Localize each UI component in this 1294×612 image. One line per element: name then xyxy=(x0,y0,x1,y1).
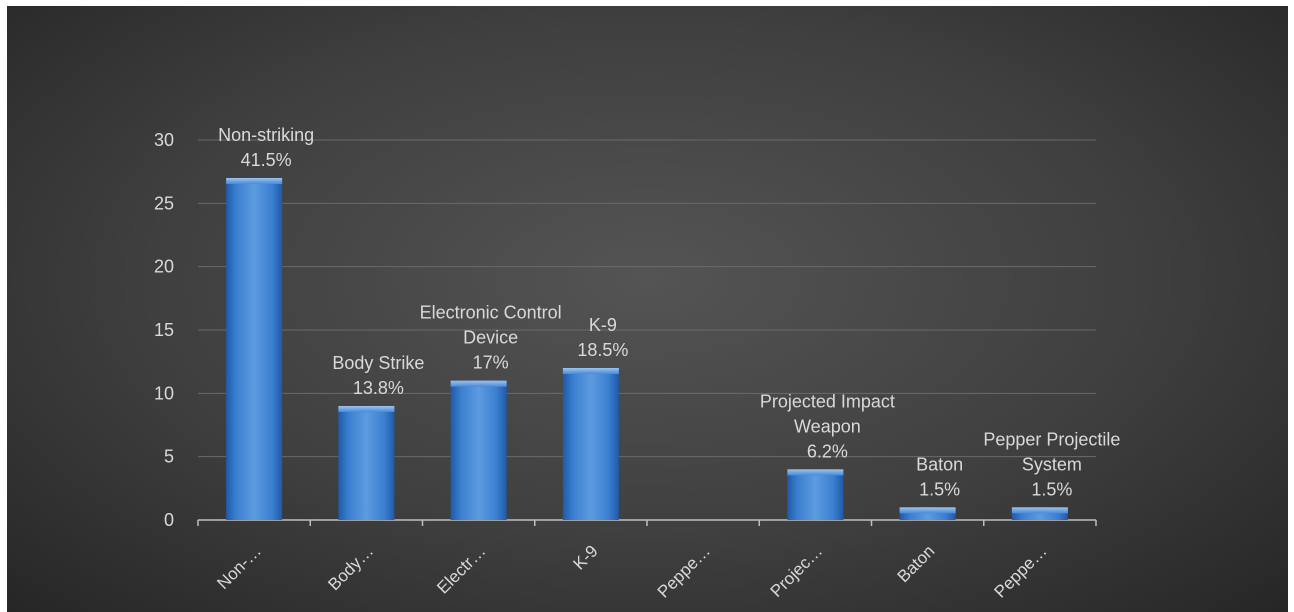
data-label-line: 18.5% xyxy=(577,340,628,360)
axes: 0 5 10 15 20 25 30 Non-… Body… Electr… K-9 Peppe… Pr… xyxy=(154,130,1097,602)
bar-cap xyxy=(226,178,283,184)
data-label-line: Projected Impact xyxy=(760,391,895,411)
x-category-label: Non-… xyxy=(213,541,265,593)
data-label-line: Pepper Projectile xyxy=(983,429,1120,449)
data-label-line: K-9 xyxy=(589,315,617,335)
bar-chart: 0 5 10 15 20 25 30 Non-… Body… Electr… K-9 Peppe… Pr… xyxy=(154,125,1120,602)
data-label-line: Body Strike xyxy=(332,353,424,373)
bar-body xyxy=(338,406,395,520)
data-label-line: 41.5% xyxy=(241,150,292,170)
bar xyxy=(899,507,956,520)
x-category-label: Electr… xyxy=(433,541,489,597)
data-label-line: Non-striking xyxy=(218,125,314,145)
bar-cap xyxy=(899,507,956,514)
gridlines xyxy=(198,139,1096,458)
x-category-label: Projec… xyxy=(767,541,827,601)
data-label: Projected Impact Weapon 6.2% xyxy=(760,391,895,461)
data-label: Body Strike 13.8% xyxy=(332,353,424,398)
bar-cap xyxy=(787,469,844,476)
y-tick-label: 30 xyxy=(154,130,174,150)
data-label: Baton 1.5% xyxy=(916,454,963,499)
x-category-label: Peppe… xyxy=(654,541,714,601)
data-label-line: System xyxy=(1022,454,1082,474)
x-category-label: Baton xyxy=(894,541,939,586)
bar xyxy=(1011,507,1068,520)
bar-body xyxy=(562,368,619,520)
bar-cap xyxy=(450,380,507,387)
data-label-line: 1.5% xyxy=(919,479,960,499)
y-tick-label: 15 xyxy=(154,320,174,340)
data-label: K-9 18.5% xyxy=(577,315,628,360)
data-label-line: 13.8% xyxy=(353,378,404,398)
data-label-line: Electronic Control xyxy=(420,303,562,323)
bar xyxy=(226,178,283,520)
x-category-label: Body… xyxy=(324,541,377,594)
data-label: Pepper Projectile System 1.5% xyxy=(983,429,1120,499)
bar xyxy=(787,469,844,520)
bar-body xyxy=(787,469,844,520)
data-label-line: Device xyxy=(463,328,518,348)
y-tick-label: 20 xyxy=(154,257,174,277)
bar xyxy=(450,380,507,520)
y-tick-label: 25 xyxy=(154,193,174,213)
data-label-line: Weapon xyxy=(794,416,861,436)
chart-area: 0 5 10 15 20 25 30 Non-… Body… Electr… K-9 Peppe… Pr… xyxy=(7,6,1288,612)
y-tick-label: 5 xyxy=(164,447,174,467)
y-tick-label: 10 xyxy=(154,383,174,403)
x-category-label: K-9 xyxy=(570,541,602,573)
bar-cap xyxy=(562,368,619,374)
data-label-line: 6.2% xyxy=(807,441,848,461)
data-label-line: 1.5% xyxy=(1031,479,1072,499)
data-label: Electronic Control Device 17% xyxy=(420,303,562,373)
bar-cap xyxy=(338,406,395,412)
data-labels: Non-striking 41.5% Body Strike 13.8% Electro… xyxy=(218,125,1120,499)
bar xyxy=(338,406,395,520)
data-label-line: 17% xyxy=(473,353,509,373)
bar-body xyxy=(450,380,507,520)
data-label: Non-striking 41.5% xyxy=(218,125,314,170)
bar-cap xyxy=(1011,507,1068,514)
bar-body xyxy=(226,178,283,520)
data-label-line: Baton xyxy=(916,454,963,474)
bars xyxy=(226,178,1068,520)
bar xyxy=(562,368,619,520)
y-tick-label: 0 xyxy=(164,510,174,530)
x-category-label: Peppe… xyxy=(990,541,1050,601)
